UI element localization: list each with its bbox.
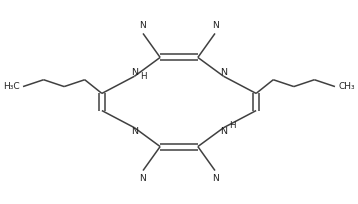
Text: N: N — [220, 128, 227, 136]
Text: N: N — [213, 174, 219, 183]
Text: N: N — [131, 128, 138, 136]
Text: N: N — [220, 68, 227, 76]
Text: N: N — [139, 21, 145, 30]
Text: H: H — [140, 72, 147, 81]
Text: H: H — [229, 122, 236, 131]
Text: N: N — [131, 68, 138, 76]
Text: CH₃: CH₃ — [338, 82, 355, 91]
Text: N: N — [213, 21, 219, 30]
Text: N: N — [139, 174, 145, 183]
Text: H₃C: H₃C — [3, 82, 20, 91]
